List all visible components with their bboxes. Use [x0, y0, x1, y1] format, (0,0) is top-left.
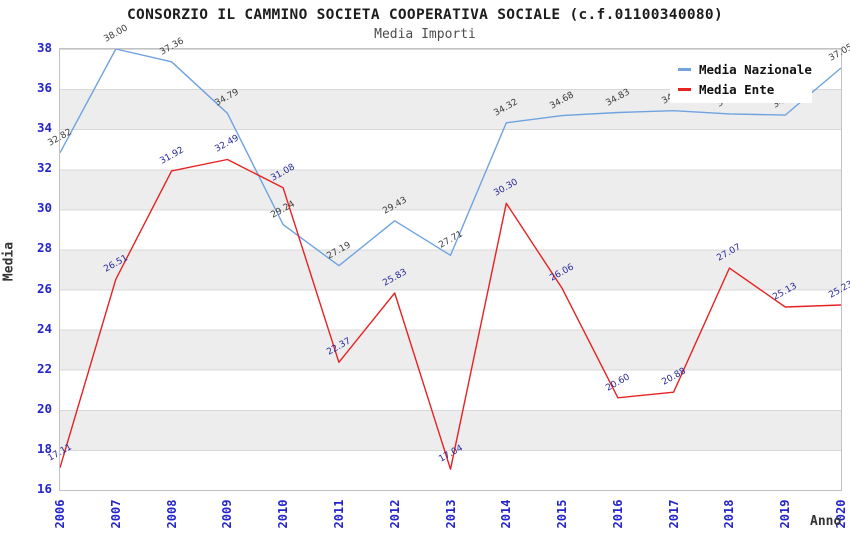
x-tick-label: 2008 [164, 499, 179, 529]
series-line-media-ente [60, 158, 841, 470]
y-tick-label: 18 [36, 440, 52, 456]
chart-subtitle: Media Importi [374, 27, 476, 42]
x-tick-label: 2011 [331, 499, 346, 529]
x-tick-label: 2006 [53, 499, 67, 529]
y-tick-label: 36 [36, 80, 52, 96]
y-tick-label: 28 [36, 240, 52, 256]
plot-area [59, 48, 842, 491]
series-line-media-nazionale [60, 49, 841, 267]
x-tick-label: 2010 [276, 499, 291, 529]
x-tick-label: 2012 [387, 499, 402, 529]
y-tick-label: 22 [36, 360, 52, 376]
legend-item-media-ente: Media Ente [670, 79, 812, 99]
x-tick-label: 2018 [722, 499, 737, 529]
x-axis-title: Anno [810, 514, 842, 529]
x-tick-label: 2014 [499, 499, 514, 529]
legend: Media Nazionale Media Ente [670, 55, 812, 103]
y-tick-label: 20 [36, 400, 52, 416]
x-tick-label: 2019 [778, 499, 793, 529]
legend-line-swatch-ente [678, 87, 691, 91]
x-tick-label: 2015 [555, 499, 570, 529]
y-tick-label: 16 [36, 481, 52, 496]
legend-line-swatch-nazionale [678, 67, 691, 71]
y-tick-label: 32 [36, 160, 52, 176]
x-tick-label: 2007 [108, 499, 123, 529]
x-tick-label: 2013 [443, 499, 458, 529]
x-tick-label: 2016 [610, 499, 625, 529]
y-tick-label: 24 [36, 320, 52, 336]
legend-label-nazionale: Media Nazionale [699, 61, 812, 77]
chart-title: CONSORZIO IL CAMMINO SOCIETA COOPERATIVA… [127, 7, 723, 23]
y-tick-label: 34 [36, 120, 52, 136]
y-tick-label: 30 [36, 200, 52, 216]
y-tick-label: 38 [36, 40, 52, 55]
x-tick-label: 2009 [220, 499, 235, 529]
legend-item-media-nazionale: Media Nazionale [670, 59, 812, 79]
line-chart-svg [60, 49, 841, 470]
x-tick-label: 2017 [666, 499, 681, 529]
legend-label-ente: Media Ente [699, 81, 775, 97]
y-tick-label: 26 [36, 280, 52, 296]
